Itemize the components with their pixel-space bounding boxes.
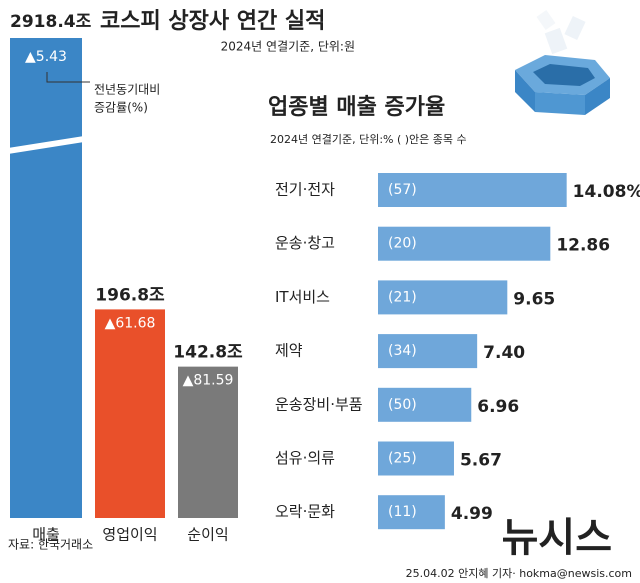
bar bbox=[378, 334, 478, 369]
y-tick-label: 전기·전자 bbox=[275, 181, 335, 199]
count-label: (50) bbox=[388, 397, 417, 413]
icon bbox=[515, 10, 610, 115]
bar bbox=[178, 366, 238, 518]
annotation: 전년동기대비 bbox=[94, 83, 160, 97]
count-label: (34) bbox=[388, 343, 417, 359]
change-label: ▲5.43 bbox=[25, 49, 67, 65]
y-tick-label: 섬유·의류 bbox=[275, 449, 335, 467]
change-label: ▲81.59 bbox=[183, 373, 234, 389]
bar bbox=[378, 280, 508, 315]
value-label: 9.65 bbox=[513, 289, 555, 309]
count-label: (20) bbox=[388, 236, 417, 252]
count-label: (57) bbox=[388, 182, 417, 198]
bar bbox=[378, 173, 567, 207]
bar bbox=[378, 226, 551, 261]
source: 자료: 한국거래소 bbox=[8, 538, 93, 552]
count-label: (25) bbox=[388, 451, 417, 467]
credit: 25.04.02 안지혜 기자· hokma@newsis.com bbox=[406, 567, 632, 580]
value-label: 196.8조 bbox=[95, 285, 165, 305]
chart-title: 코스피 상장사 연간 실적 bbox=[100, 9, 325, 34]
y-tick-label: 운송장비·부품 bbox=[275, 395, 363, 413]
x-tick-label: 순이익 bbox=[187, 526, 228, 544]
y-tick-label: IT서비스 bbox=[275, 288, 330, 306]
bar bbox=[95, 309, 165, 518]
value-label: 2918.4조 bbox=[10, 12, 92, 32]
y-tick-label: 오락·문화 bbox=[275, 503, 335, 521]
bar bbox=[378, 387, 472, 422]
value-label: 142.8조 bbox=[173, 343, 243, 363]
annotation: 증감률(%) bbox=[94, 101, 148, 115]
axis-break bbox=[8, 136, 84, 154]
chart-title: 업종별 매출 증가율 bbox=[268, 95, 445, 120]
count-label: (21) bbox=[388, 289, 417, 305]
change-label: ▲61.68 bbox=[105, 315, 156, 331]
value-label: 6.96 bbox=[477, 397, 519, 417]
x-tick-label: 영업이익 bbox=[102, 526, 157, 544]
count-label: (11) bbox=[388, 504, 417, 520]
bar bbox=[378, 495, 445, 530]
chart-subtitle: 2024년 연결기준, 단위:원 bbox=[221, 40, 355, 54]
value-label: 4.99 bbox=[451, 504, 493, 524]
watermark: 뉴시스 bbox=[502, 515, 612, 561]
y-tick-label: 제약 bbox=[275, 342, 303, 360]
x-tick-label: 매출 bbox=[32, 526, 60, 544]
value-label: 14.08% bbox=[573, 182, 640, 202]
value-label: 7.40 bbox=[483, 343, 525, 363]
chart-subtitle: 2024년 연결기준, 단위:% ( )안은 종목 수 bbox=[270, 133, 467, 146]
bar bbox=[378, 441, 454, 476]
bar bbox=[10, 38, 82, 518]
y-tick-label: 운송·창고 bbox=[275, 234, 335, 252]
value-label: 5.67 bbox=[460, 451, 502, 471]
annotation-line bbox=[46, 72, 90, 83]
value-label: 12.86 bbox=[556, 236, 610, 256]
